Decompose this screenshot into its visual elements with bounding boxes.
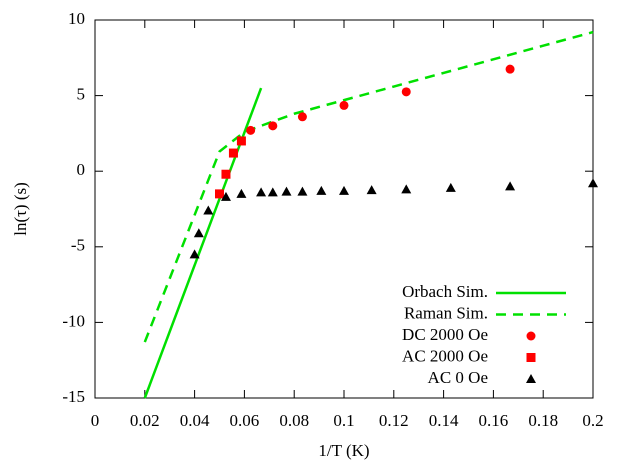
data-point <box>193 228 204 238</box>
data-point <box>246 125 256 135</box>
x-axis-label: 1/T (K) <box>318 441 369 460</box>
x-tick-label: 0.06 <box>230 411 260 430</box>
x-tick-label: 0 <box>91 411 100 430</box>
legend-label: Raman Sim. <box>404 303 488 322</box>
data-point <box>267 187 278 197</box>
y-tick-label: -5 <box>71 236 85 255</box>
data-point <box>281 186 292 196</box>
data-point <box>588 178 598 188</box>
data-point <box>316 185 327 195</box>
data-point <box>401 184 412 194</box>
x-tick-label: 0.1 <box>333 411 354 430</box>
legend-label: DC 2000 Oe <box>402 325 488 344</box>
legend-swatch <box>526 353 536 362</box>
x-tick-label: 0.14 <box>429 411 459 430</box>
legend-swatch <box>526 331 536 341</box>
x-tick-label: 0.08 <box>279 411 309 430</box>
data-point <box>236 188 247 198</box>
x-tick-label: 0.02 <box>130 411 160 430</box>
x-tick-label: 0.12 <box>379 411 409 430</box>
series-line <box>143 30 594 343</box>
data-point <box>339 100 349 110</box>
data-point <box>236 136 246 146</box>
data-point <box>256 187 267 197</box>
x-tick-label: 0.16 <box>479 411 509 430</box>
data-point <box>366 185 377 195</box>
data-point <box>220 191 231 201</box>
y-axis-label: ln(τ) (s) <box>11 182 30 236</box>
x-tick-label: 0.18 <box>528 411 558 430</box>
y-tick-label: 10 <box>68 9 85 28</box>
data-point <box>297 112 307 122</box>
data-point <box>505 181 516 191</box>
data-point <box>268 121 278 131</box>
data-point <box>221 169 231 179</box>
data-point <box>401 87 411 97</box>
data-point <box>445 182 456 192</box>
legend-label: AC 0 Oe <box>428 368 488 387</box>
legend-label: Orbach Sim. <box>402 282 488 301</box>
data-point <box>203 205 214 215</box>
y-tick-label: -15 <box>62 387 85 406</box>
x-tick-label: 0.2 <box>582 411 603 430</box>
series-line <box>143 87 263 399</box>
plot-frame <box>94 19 594 399</box>
data-point <box>339 185 349 195</box>
x-tick-label: 0.04 <box>180 411 210 430</box>
legend-swatch <box>526 374 536 383</box>
y-tick-label: 0 <box>77 160 86 179</box>
data-point <box>189 249 200 259</box>
y-tick-label: -10 <box>62 311 85 330</box>
data-point <box>505 64 515 74</box>
data-point <box>215 189 224 199</box>
data-point <box>228 148 238 158</box>
data-point <box>297 186 308 196</box>
legend-label: AC 2000 Oe <box>402 346 488 365</box>
y-tick-label: 5 <box>77 85 86 104</box>
